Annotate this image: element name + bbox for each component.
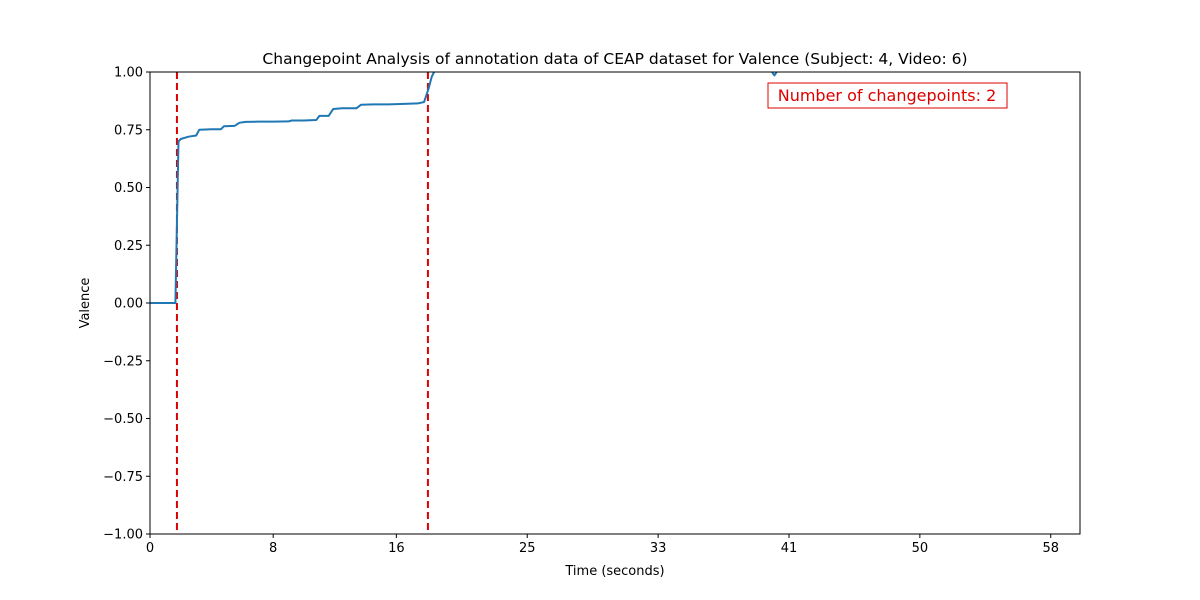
plot-frame xyxy=(149,71,1081,535)
y-tick-label: 0.25 xyxy=(114,239,143,254)
y-tick-label: 0.75 xyxy=(114,123,143,138)
y-axis-label: Valence xyxy=(78,278,93,329)
x-tick-label: 50 xyxy=(912,541,929,556)
y-tick-label: 0.50 xyxy=(114,181,143,196)
valence-series-line-2 xyxy=(771,72,778,77)
annotation-text: Number of changepoints: 2 xyxy=(778,86,997,105)
x-tick-label: 8 xyxy=(269,541,277,556)
changepoint-count-annotation: Number of changepoints: 2 xyxy=(767,82,1008,109)
y-tick-label: −0.75 xyxy=(103,470,143,485)
y-tick-label: −0.50 xyxy=(103,412,143,427)
y-tick-label: −0.25 xyxy=(103,354,143,369)
x-tick-label: 41 xyxy=(781,541,798,556)
x-tick-label: 33 xyxy=(650,541,667,556)
x-tick-label: 25 xyxy=(519,541,536,556)
y-tick-label: 0.00 xyxy=(114,297,143,312)
valence-series-line-1 xyxy=(150,72,436,304)
annotation-box xyxy=(767,82,1008,109)
x-tick-label: 0 xyxy=(146,541,154,556)
x-tick-label: 16 xyxy=(388,541,405,556)
x-axis-label: Time (seconds) xyxy=(564,564,664,579)
y-tick-label: −1.00 xyxy=(103,528,143,543)
chart-title: Changepoint Analysis of annotation data … xyxy=(262,50,967,68)
y-tick-label: 1.00 xyxy=(114,66,143,81)
x-tick-label: 58 xyxy=(1042,541,1059,556)
